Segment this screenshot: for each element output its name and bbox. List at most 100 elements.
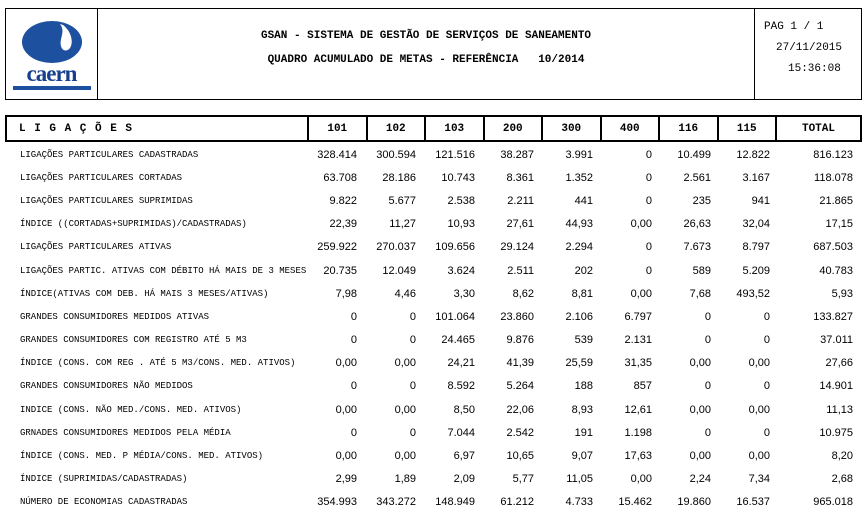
report-title-line1: GSAN - SISTEMA DE GESTÃO DE SERVIÇOS DE … [260, 30, 592, 42]
row-value: 3.624 [447, 264, 475, 277]
row-value: 22,39 [329, 218, 357, 231]
table-header-band: L I G A Ç Õ E S 101 102 103 200 300 400 116 115… [5, 115, 862, 142]
table-row: LIGAÇÕES PARTICULARES SUPRIMIDAS 9.822 5.6… [7, 189, 860, 212]
column-header-200: 200 [482, 117, 542, 140]
row-value: 0,00 [630, 218, 652, 231]
row-value: 2,24 [689, 473, 711, 486]
row-value: 0 [350, 426, 357, 439]
row-label: GRANDES CONSUMIDORES MEDIDOS ATIVAS [20, 311, 210, 322]
row-value: 12,61 [624, 403, 652, 416]
row-value: 2.294 [565, 241, 593, 254]
row-value: 27,61 [506, 218, 534, 231]
row-value: 22,06 [506, 403, 534, 416]
table-row: GRNADES CONSUMIDORES MEDIDOS PELA MÉDIA 0… [7, 421, 860, 444]
row-label: GRANDES CONSUMIDORES NÃO MEDIDOS [20, 381, 193, 392]
row-value: 4.733 [565, 496, 593, 509]
row-value: 31,35 [624, 357, 652, 370]
report-header: caern GSAN - SISTEMA DE GESTÃO DE SERVIÇ… [5, 8, 862, 100]
row-value: 7.673 [683, 241, 711, 254]
row-value: 589 [692, 264, 711, 277]
row-label: GRNADES CONSUMIDORES MEDIDOS PELA MÉDIA [20, 427, 231, 438]
row-value: 19.860 [677, 496, 711, 509]
row-value: 17,15 [825, 218, 853, 231]
column-header-300: 300 [541, 117, 600, 140]
row-value: 133.827 [813, 310, 853, 323]
row-value: 1,89 [394, 473, 416, 486]
row-value: 63.708 [323, 171, 357, 184]
row-value: 0 [763, 380, 770, 393]
row-value: 8,62 [512, 287, 534, 300]
row-value: 0,00 [689, 450, 711, 463]
row-value: 0 [704, 334, 711, 347]
row-value: 1.198 [624, 426, 652, 439]
row-value: 0 [350, 380, 357, 393]
row-value: 24,21 [447, 357, 475, 370]
row-value: 191 [574, 426, 593, 439]
row-value: 9.876 [506, 334, 534, 347]
row-value: 14.901 [819, 380, 853, 393]
table-body: LIGAÇÕES PARTICULARES CADASTRADAS 328.414… [5, 143, 862, 514]
row-value: 0,00 [748, 403, 770, 416]
row-value: 0,00 [394, 403, 416, 416]
row-value: 0,00 [630, 473, 652, 486]
row-value: 20.735 [323, 264, 357, 277]
row-value: 343.272 [376, 496, 416, 509]
row-value: 6,97 [453, 450, 475, 463]
table-row: ÍNDICE ((CORTADAS+SUPRIMIDAS)/CADASTRADA… [7, 213, 860, 236]
row-value: 0 [645, 148, 652, 161]
row-value: 11,27 [389, 218, 416, 231]
column-header-102: 102 [365, 117, 425, 140]
row-value: 0,00 [335, 403, 357, 416]
table-row: LIGAÇÕES PARTICULARES ATIVAS 259.922 270.0… [7, 236, 860, 259]
row-value: 21.865 [819, 194, 853, 207]
row-value: 8.592 [447, 380, 475, 393]
row-value: 0 [704, 380, 711, 393]
row-value: 23.860 [500, 310, 534, 323]
row-value: 0 [409, 310, 416, 323]
row-value: 202 [574, 264, 593, 277]
row-value: 10.499 [677, 148, 711, 161]
row-value: 3.991 [565, 148, 593, 161]
column-header-101: 101 [307, 117, 366, 140]
row-value: 0,00 [748, 450, 770, 463]
row-value: 5.264 [506, 380, 534, 393]
row-value: 9,07 [571, 450, 593, 463]
row-value: 8,81 [571, 287, 593, 300]
row-value: 10.975 [819, 426, 853, 439]
row-value: 5,77 [512, 473, 534, 486]
caern-logo-icon [21, 21, 82, 63]
row-value: 10.743 [441, 171, 475, 184]
row-label: ÍNDICE (CONS. COM REG . ATÉ 5 M3/CONS. M… [20, 358, 296, 369]
row-value: 2,09 [453, 473, 475, 486]
row-value: 7.044 [447, 426, 475, 439]
row-value: 12.822 [736, 148, 770, 161]
row-label: NÚMERO DE ECONOMIAS CADASTRADAS [20, 497, 188, 508]
row-value: 17,63 [624, 450, 652, 463]
table-row: LIGAÇÕES PARTIC. ATIVAS COM DÉBITO HÁ MA… [7, 259, 860, 282]
row-value: 0,00 [335, 450, 357, 463]
row-value: 0 [763, 334, 770, 347]
row-value: 11,05 [566, 473, 593, 486]
row-value: 121.516 [435, 148, 475, 161]
row-value: 354.993 [317, 496, 357, 509]
row-value: 687.503 [813, 241, 853, 254]
row-value: 16.537 [736, 496, 770, 509]
row-value: 8,93 [571, 403, 593, 416]
row-value: 10,65 [506, 450, 534, 463]
row-value: 3.167 [742, 171, 770, 184]
row-value: 8,50 [453, 403, 475, 416]
row-value: 0 [350, 334, 357, 347]
row-label: LIGAÇÕES PARTICULARES CORTADAS [20, 172, 183, 183]
row-value: 965.018 [813, 496, 853, 509]
row-value: 259.922 [317, 241, 357, 254]
table-row: GRANDES CONSUMIDORES NÃO MEDIDOS 0 0 8.592 5… [7, 375, 860, 398]
row-value: 12.049 [382, 264, 416, 277]
table-row: ÍNDICE (CONS. MED. P MÉDIA/CONS. MED. AT… [7, 444, 860, 467]
row-value: 0,00 [394, 450, 416, 463]
table-row: ÍNDICE(ATIVAS COM DEB. HÁ MAIS 3 MESES/A… [7, 282, 860, 305]
row-value: 6.797 [624, 310, 652, 323]
report-title-line2: QUADRO ACUMULADO DE METAS - REFERÊNCIA 1… [267, 54, 585, 66]
row-value: 2.106 [565, 310, 593, 323]
row-value: 2.542 [506, 426, 534, 439]
table-row: INDICE (CONS. NÃO MED./CONS. MED. ATIVOS… [7, 398, 860, 421]
